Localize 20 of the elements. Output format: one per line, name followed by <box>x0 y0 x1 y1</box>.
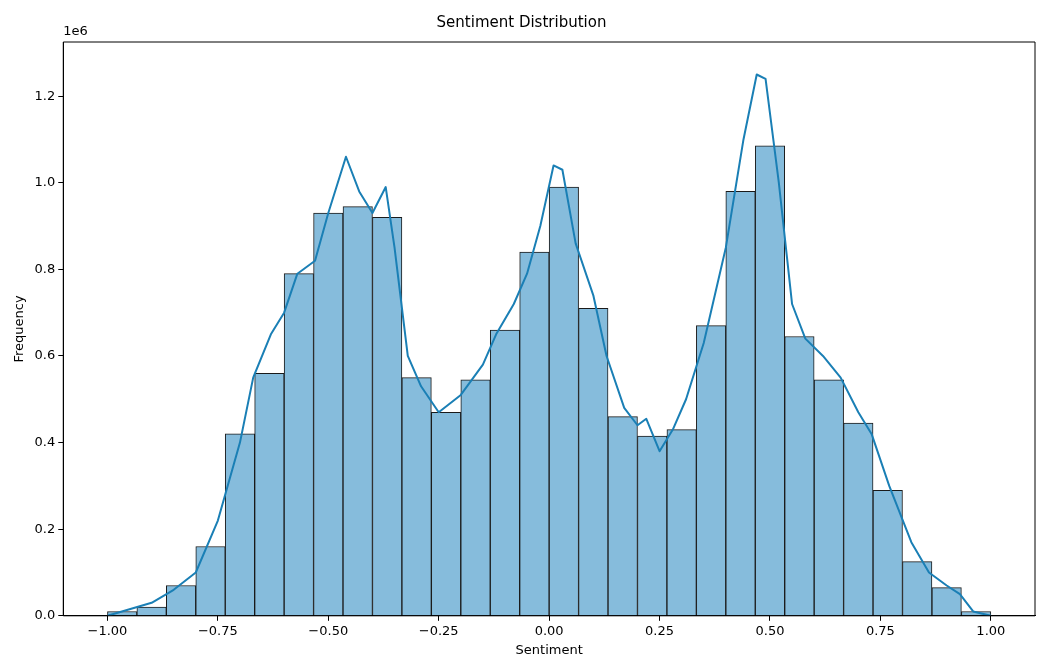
x-tick-label: −0.50 <box>308 622 349 638</box>
chart-title: Sentiment Distribution <box>436 12 607 31</box>
y-tick-label: 1.2 <box>34 87 56 103</box>
y-tick-label: 0.6 <box>34 347 56 363</box>
y-tick-label: 0.0 <box>34 607 56 623</box>
y-tick-label: 0.2 <box>34 520 56 536</box>
y-tick-label: 0.4 <box>34 433 56 449</box>
x-tick-label: 0.75 <box>865 622 895 638</box>
x-axis-title: Sentiment <box>515 641 583 657</box>
x-tick-label: 0.00 <box>534 622 564 638</box>
y-tick-label: 0.8 <box>34 260 56 276</box>
y-axis-title: Frequency <box>11 295 27 363</box>
x-tick-label: 0.25 <box>645 622 675 638</box>
x-tick-label: 1.00 <box>976 622 1006 638</box>
x-tick-label: −1.00 <box>87 622 128 638</box>
y-tick-label: 1.0 <box>34 174 56 190</box>
x-tick-label: −0.25 <box>418 622 459 638</box>
x-tick-label: 0.50 <box>755 622 785 638</box>
text: 1e6 <box>63 22 88 38</box>
x-tick-label: −0.75 <box>197 622 238 638</box>
